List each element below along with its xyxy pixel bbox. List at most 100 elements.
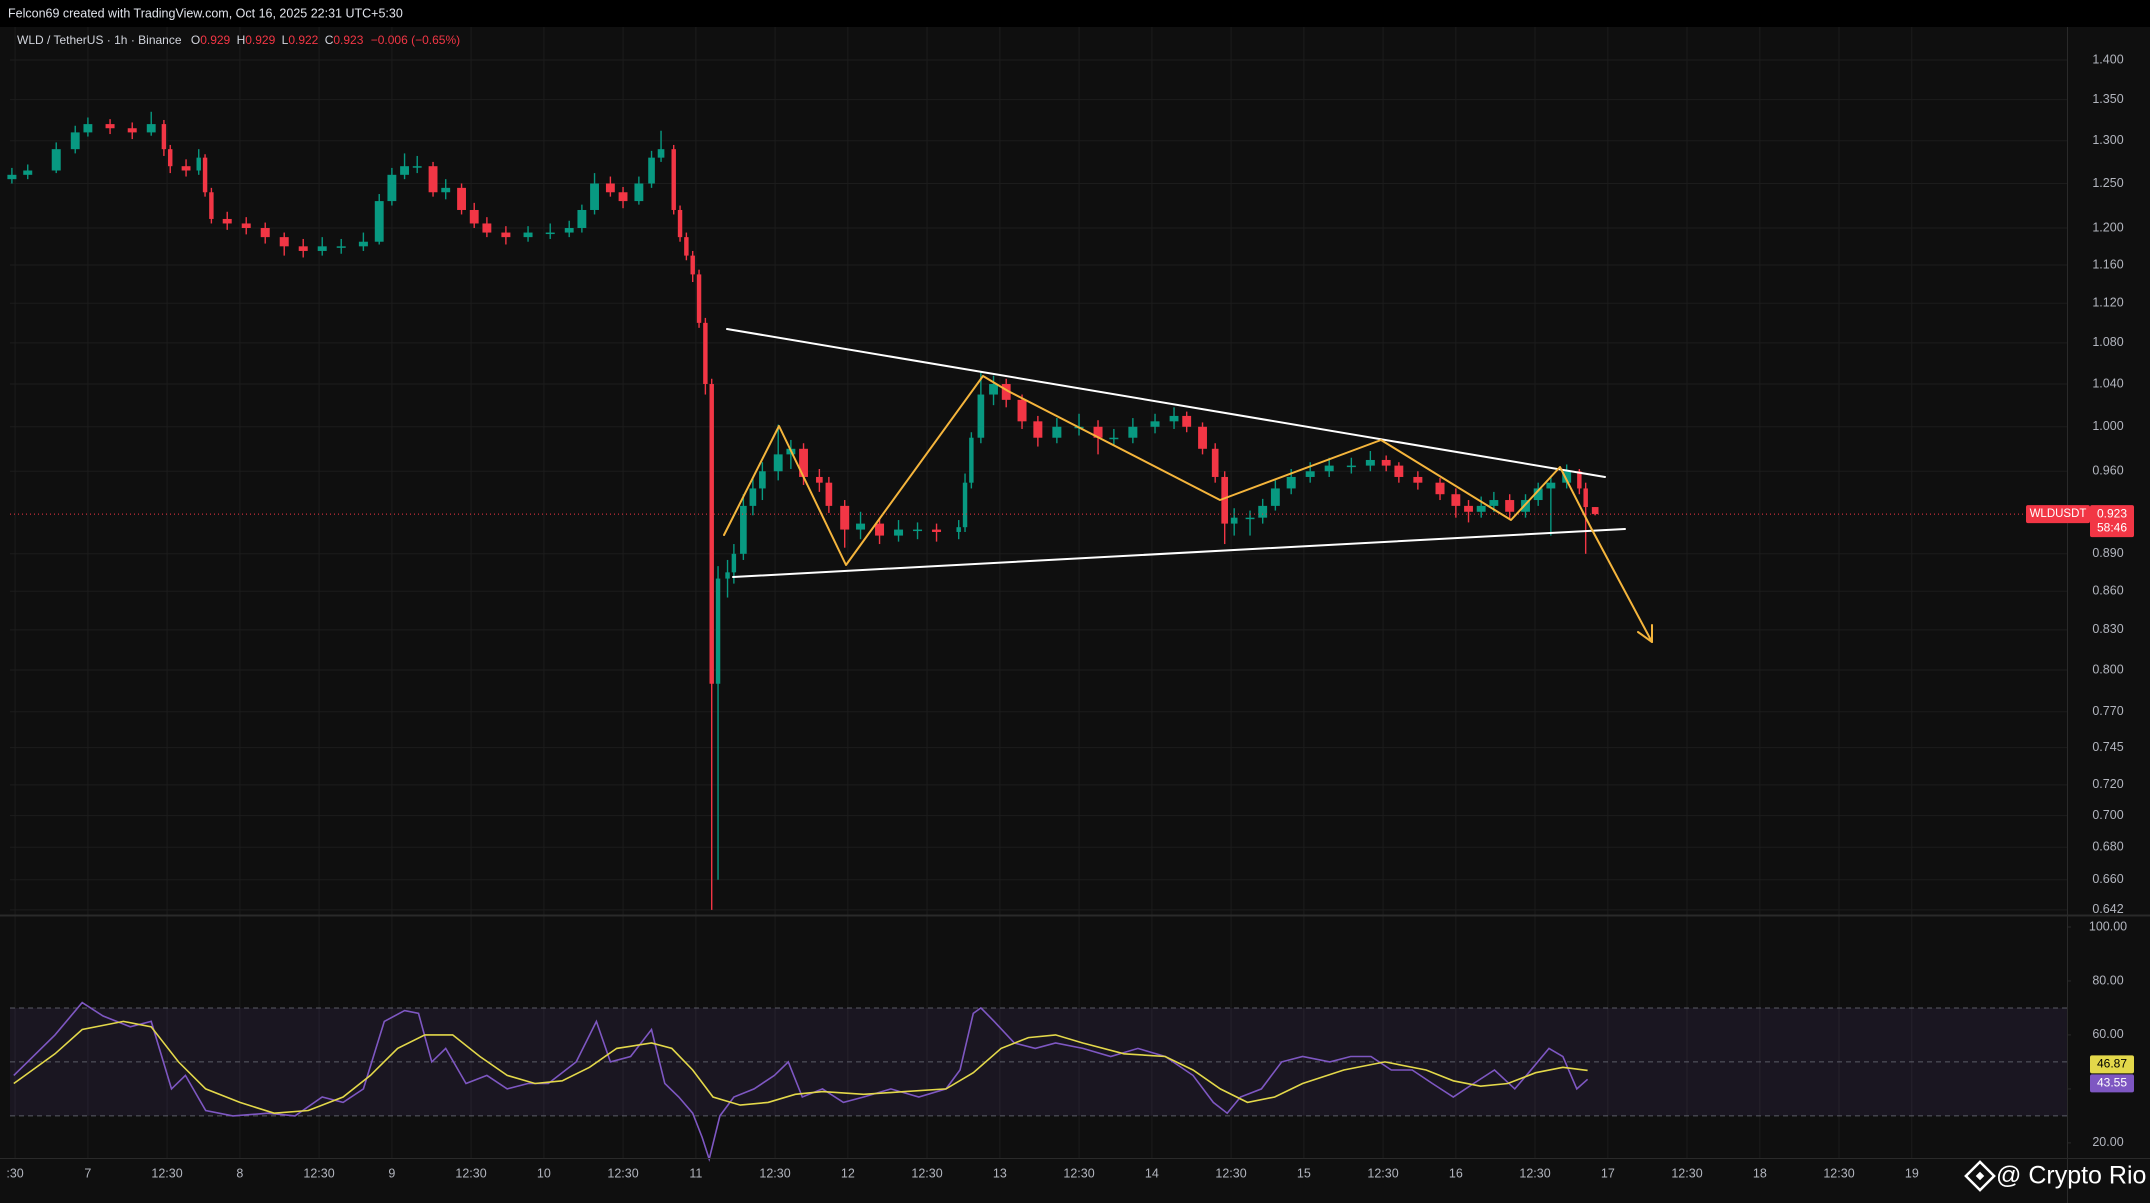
candle-body — [969, 437, 974, 483]
candle-body — [1052, 426, 1062, 438]
candle-body — [482, 223, 492, 233]
value-tag-box — [2090, 1055, 2134, 1074]
candle-body — [1109, 437, 1119, 440]
candle-body — [825, 482, 833, 506]
candle-body — [1435, 482, 1445, 495]
candle-body — [977, 394, 985, 438]
y-tick-label: 0.960 — [2092, 464, 2123, 478]
candle-body — [1413, 476, 1423, 483]
y-tick-label: 100.00 — [2089, 919, 2127, 933]
candle-body — [161, 124, 167, 150]
candle-body — [1286, 476, 1296, 489]
x-tick-label: 13 — [993, 1166, 1007, 1180]
x-tick-label: 12:30 — [1367, 1166, 1398, 1180]
candle-body — [181, 166, 191, 171]
candle-body — [1198, 426, 1207, 449]
x-tick-label: 12:30 — [1671, 1166, 1702, 1180]
ohlc-key: H — [237, 33, 246, 47]
y-tick-label: 0.770 — [2092, 704, 2123, 718]
symbol-tag-box — [2026, 505, 2090, 524]
candle-body — [298, 246, 308, 251]
candle-body — [913, 529, 923, 532]
candle-body — [1451, 494, 1461, 506]
rsi-line — [13, 1020, 1588, 1115]
candle-body — [1258, 505, 1268, 518]
candle-body — [441, 187, 451, 193]
candle-body — [1365, 459, 1375, 466]
y-tick-label: 0.642 — [2092, 902, 2123, 916]
candle-body — [1001, 384, 1011, 400]
candle-body — [799, 448, 808, 477]
candle-body — [577, 209, 587, 229]
candle-body — [875, 523, 885, 536]
x-tick-label: 12:30 — [303, 1166, 334, 1180]
candle-body — [932, 529, 942, 532]
y-tick-label: 1.250 — [2092, 176, 2123, 190]
candle-body — [1583, 488, 1588, 508]
candle-body — [1150, 421, 1160, 427]
y-tick-label: 0.830 — [2092, 622, 2123, 636]
labels: :30 7 12:30 8 12:30 9 12:30 10 12:30 11 12:30 12 12:… — [6, 52, 2134, 1180]
candle-body — [1211, 448, 1219, 477]
y-tick-label: 1.120 — [2092, 296, 2123, 310]
ohlc-key: C — [325, 33, 334, 47]
candle-body — [168, 149, 173, 167]
candle-body — [703, 322, 708, 385]
candle-body — [1546, 482, 1556, 489]
ohlc-value: 0.929 — [200, 33, 230, 47]
candle-body — [989, 384, 998, 395]
y-tick-label: 80.00 — [2092, 973, 2123, 987]
candle-body — [358, 241, 368, 247]
watermark-text: @ Crypto Rio — [1996, 1162, 2146, 1190]
candle-body — [715, 578, 721, 684]
candle-body — [618, 192, 628, 202]
candle-body — [196, 157, 201, 171]
candle-body — [1245, 517, 1255, 520]
candle-body — [773, 454, 783, 472]
candle-body — [1093, 426, 1103, 438]
x-tick-label: 12:30 — [455, 1166, 486, 1180]
y-tick-label: 1.200 — [2092, 220, 2123, 234]
candle-body — [209, 192, 214, 219]
candle-body — [690, 255, 695, 275]
value-tag-box — [2090, 1074, 2134, 1093]
candle-body — [523, 232, 533, 238]
x-tick-label: 12:30 — [1215, 1166, 1246, 1180]
x-tick-label: :30 — [6, 1166, 23, 1180]
candle-body — [1033, 421, 1043, 438]
candle-body — [1394, 465, 1404, 477]
candle-body — [648, 157, 655, 184]
x-tick-label: 7 — [84, 1166, 91, 1180]
y-tick-label: 0.700 — [2092, 808, 2123, 822]
legend-line: WLD / TetherUS · 1h · Binance O0.929 H0.… — [17, 33, 460, 47]
candle-body — [1324, 465, 1334, 472]
x-tick-label: 15 — [1297, 1166, 1311, 1180]
rsi-line — [13, 1001, 1589, 1163]
zigzag-path — [723, 375, 1653, 643]
ohlc-value: 0.923 — [333, 33, 363, 47]
candle-body — [457, 187, 466, 210]
candle-body — [222, 218, 232, 224]
candle-body — [1505, 500, 1515, 512]
candle-body — [1346, 465, 1356, 468]
candle-body — [962, 482, 968, 528]
candle-body — [1521, 500, 1530, 512]
candle-body — [70, 132, 80, 150]
y-tick-label: 0.890 — [2092, 546, 2123, 560]
value-tag: 43.55 — [2097, 1076, 2127, 1090]
y-tick-label: 0.680 — [2092, 840, 2123, 854]
candle-body — [279, 237, 289, 247]
y-tick-label: 1.160 — [2092, 257, 2123, 271]
x-tick-label: 12:30 — [911, 1166, 942, 1180]
candle-body — [241, 223, 251, 229]
candle-body — [725, 572, 730, 579]
value-tag: 46.87 — [2097, 1057, 2127, 1071]
candle-body — [1169, 415, 1179, 422]
candle-body — [83, 124, 93, 133]
candle-body — [894, 529, 904, 536]
candle-body — [1476, 505, 1486, 512]
candle-body — [51, 149, 61, 171]
y-tick-label: 60.00 — [2092, 1027, 2123, 1041]
candle-body — [105, 124, 115, 129]
